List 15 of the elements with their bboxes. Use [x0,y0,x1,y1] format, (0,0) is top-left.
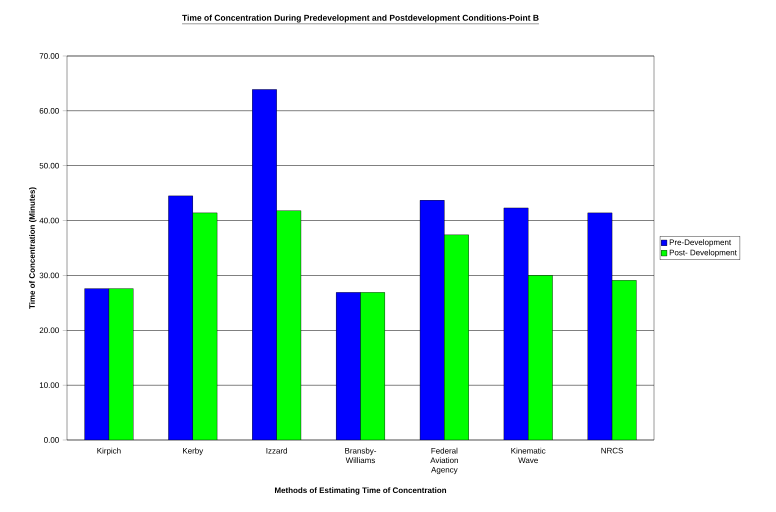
bar [84,288,110,440]
bar [420,200,445,440]
bar [108,288,134,440]
bar [192,212,218,440]
bar [360,292,386,440]
bar [444,234,469,440]
bar [168,196,193,440]
bar [504,208,528,440]
bar [336,292,361,440]
bar [588,212,612,440]
bar [276,210,302,440]
bar [252,89,277,440]
bar [612,280,637,440]
bar [528,275,553,440]
chart-title: Time of Concentration During Predevelopment and Postdevelopment Conditions-Point B [182,14,539,23]
